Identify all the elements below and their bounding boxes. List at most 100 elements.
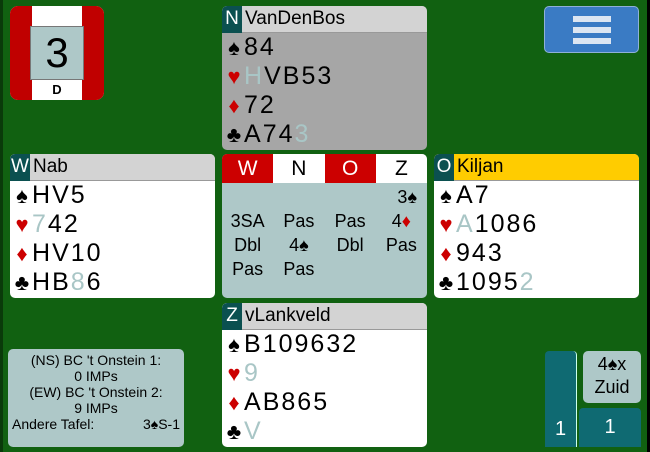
card[interactable]: B [244, 330, 263, 358]
card[interactable]: V [52, 239, 71, 267]
card[interactable]: B [52, 268, 71, 296]
hand-header: O Kiljan [434, 154, 639, 181]
player-name: VanDenBos [245, 8, 345, 29]
other-table-result: 3♠S-1 [142, 416, 180, 432]
spade-icon: ♠ [407, 186, 417, 207]
card[interactable]: A [456, 181, 475, 209]
bid [273, 185, 324, 209]
card[interactable]: 10 [70, 239, 103, 267]
suit-row-diamond: ♦ 7 2 [222, 91, 427, 120]
card[interactable]: 3 [487, 239, 504, 267]
card[interactable]: V [264, 62, 283, 90]
menu-button[interactable] [544, 6, 639, 53]
card[interactable]: B [262, 388, 282, 416]
ew-score: 9 IMPs [74, 400, 118, 416]
suit-row-spade: ♠ B 10 9 6 3 2 [222, 330, 427, 359]
card[interactable]: A [244, 120, 263, 148]
bid: Pas [273, 257, 324, 281]
bidding-seat-O: O [324, 154, 376, 183]
card[interactable]: 8 [244, 33, 260, 61]
menu-line [572, 26, 611, 33]
card[interactable]: 2 [259, 91, 276, 119]
card[interactable]: 5 [70, 181, 87, 209]
card[interactable]: 7 [262, 120, 279, 148]
card[interactable]: 6 [86, 268, 103, 296]
hamburger-menu-icon [572, 15, 611, 22]
card[interactable]: 5 [503, 268, 520, 296]
other-table-label: Andere Tafel: [12, 416, 95, 432]
card[interactable]: H [32, 239, 53, 267]
ns-team: (NS) BC 't Onstein 1: [30, 352, 162, 368]
vulnerable-east-bar [82, 6, 104, 100]
card[interactable]: 6 [310, 330, 327, 358]
contract-box: 4♠x Zuid [583, 351, 641, 403]
suit-row-club: ♣ A 7 4 3 [222, 120, 427, 149]
diamond-icon: ♦ [401, 210, 411, 231]
card[interactable]: H [32, 181, 53, 209]
menu-line [572, 37, 611, 44]
bidding-sequence: 3 ♠ 3SA Pas Pas 4 ♦ Dbl 4 ♠ Dbl Pas Pas Pas [222, 183, 427, 281]
dealer-label: D [52, 82, 62, 97]
suit-row-heart: ♥ A 10 8 6 [434, 210, 639, 239]
card[interactable]: 7 [474, 181, 491, 209]
card[interactable]: 6 [522, 210, 539, 238]
card[interactable]: 9 [294, 330, 311, 358]
bid-text: 4 [391, 210, 402, 231]
card[interactable]: 8 [506, 210, 523, 238]
card[interactable]: H [32, 268, 53, 296]
bid-text: Pas [283, 210, 315, 231]
hand-west: W Nab ♠ H V 5 ♥ 7 4 2 ♦ H V 10 ♣ H B 8 6 [10, 154, 215, 298]
card[interactable]: 3 [317, 62, 334, 90]
card[interactable]: 3 [326, 330, 343, 358]
bid [325, 185, 376, 209]
card[interactable]: 5 [301, 62, 318, 90]
player-name: vLankveld [245, 305, 331, 326]
suit-row-diamond: ♦ H V 10 [10, 239, 215, 268]
card[interactable]: 4 [471, 239, 488, 267]
card[interactable]: B [282, 62, 302, 90]
contract-declarer: Zuid [594, 377, 630, 397]
spade-icon: ♠ [16, 182, 28, 208]
bid: 4 ♠ [273, 233, 324, 257]
card[interactable]: 10 [474, 210, 507, 238]
ns-score: 0 IMPs [74, 368, 118, 384]
played-card: A [456, 210, 475, 238]
card[interactable]: 5 [313, 388, 330, 416]
played-card: 9 [244, 359, 260, 387]
tricks-ns: 1 [545, 351, 577, 447]
diamond-icon: ♦ [16, 240, 28, 266]
card[interactable]: A [244, 388, 263, 416]
suit-row-club: ♣ H B 8 6 [10, 268, 215, 297]
card[interactable]: 4 [259, 33, 276, 61]
card[interactable]: 2 [63, 210, 80, 238]
suit-row-club: ♣ V [222, 417, 427, 446]
bid-text: Pas [283, 258, 315, 279]
card[interactable]: 2 [342, 330, 359, 358]
played-card: 2 [519, 268, 536, 296]
suit-row-spade: ♠ A 7 [434, 181, 639, 210]
card[interactable]: 10 [262, 330, 295, 358]
played-card: V [244, 417, 263, 445]
seat-badge: Z [222, 303, 242, 330]
card[interactable]: 4 [278, 120, 295, 148]
card[interactable]: 9 [456, 239, 472, 267]
card[interactable]: V [52, 181, 71, 209]
tricks-ew: 1 [579, 408, 641, 447]
club-icon: ♣ [14, 269, 30, 295]
card[interactable]: 10 [456, 268, 488, 296]
played-card: 3 [294, 120, 311, 148]
left-edge [0, 0, 3, 452]
player-name: Kiljan [457, 156, 504, 177]
card[interactable]: 6 [297, 388, 314, 416]
card[interactable]: 7 [244, 91, 260, 119]
card[interactable]: 4 [47, 210, 64, 238]
card[interactable]: 8 [281, 388, 298, 416]
bid: Pas [325, 209, 376, 233]
right-edge [647, 0, 650, 452]
card[interactable]: 9 [487, 268, 504, 296]
suit-row-diamond: ♦ A B 8 6 5 [222, 388, 427, 417]
seat-badge: O [434, 154, 454, 181]
bid-text: Pas [385, 234, 417, 255]
